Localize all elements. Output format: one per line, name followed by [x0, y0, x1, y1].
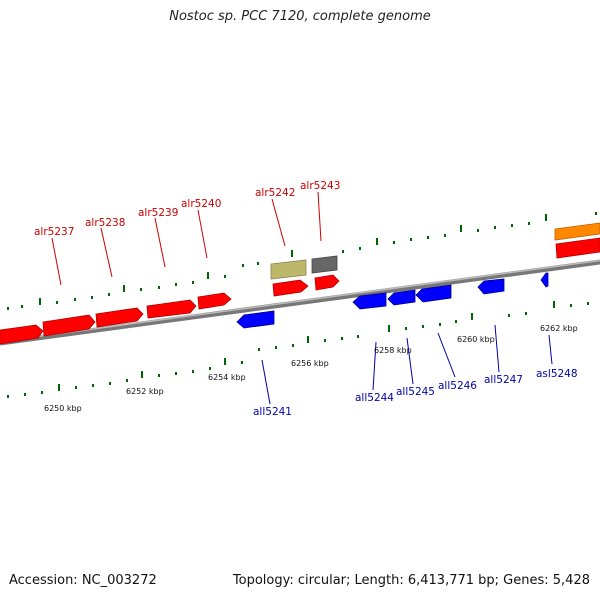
feature-khaki[interactable]	[270, 259, 307, 280]
scale-tick-row	[7, 301, 589, 398]
gene-label-all5244[interactable]: all5244	[355, 392, 394, 404]
gene-label-all5246[interactable]: all5246	[438, 380, 477, 392]
scale-label-6258: 6258 kbp	[374, 346, 412, 355]
feature-orange[interactable]	[554, 222, 600, 241]
scale-label-6260: 6260 kbp	[457, 335, 495, 344]
gene-arrow-all5246[interactable]	[415, 284, 452, 303]
scale-label-6250: 6250 kbp	[44, 404, 82, 413]
forward-tick-row	[7, 212, 597, 310]
genome-summary: Topology: circular; Length: 6,413,771 bp…	[232, 573, 590, 588]
genome-backbone	[0, 259, 600, 346]
gene-arrow-right-edge[interactable]	[555, 237, 600, 259]
forward-genes	[0, 237, 600, 345]
gene-arrow-alr5239[interactable]	[146, 299, 197, 319]
reverse-leader-lines	[261, 324, 553, 405]
gene-label-alr5237[interactable]: alr5237	[34, 226, 74, 238]
gene-arrow-all5245[interactable]	[387, 289, 416, 306]
accession-label: Accession: NC_003272	[9, 573, 157, 588]
scale-label-6252: 6252 kbp	[126, 387, 164, 396]
scale-label-6256: 6256 kbp	[291, 359, 329, 368]
feature-gray[interactable]	[311, 255, 338, 274]
scale-label-6254: 6254 kbp	[208, 373, 246, 382]
gene-label-all5241[interactable]: all5241	[253, 406, 292, 418]
gene-arrow-alr5237[interactable]	[42, 314, 96, 337]
gene-arrow-all5241[interactable]	[236, 310, 275, 329]
gene-label-all5245[interactable]: all5245	[396, 386, 435, 398]
gene-label-alr5239[interactable]: alr5239	[138, 207, 178, 219]
scale-label-6262: 6262 kbp	[540, 324, 578, 333]
gene-arrow-alr5243[interactable]	[314, 274, 340, 291]
gene-label-all5247[interactable]: all5247	[484, 374, 523, 386]
gene-arrow-alr5238[interactable]	[95, 307, 144, 328]
gene-arrow-asl5248[interactable]	[540, 272, 549, 288]
reverse-genes	[236, 272, 549, 329]
gene-label-asl5248[interactable]: asl5248	[536, 368, 578, 380]
gene-label-alr5240[interactable]: alr5240	[181, 198, 221, 210]
gene-arrow-alr5237-left[interactable]	[0, 324, 44, 345]
gene-arrow-all5247[interactable]	[477, 278, 505, 295]
genome-title: Nostoc sp. PCC 7120, complete genome	[169, 9, 431, 24]
gene-label-alr5243[interactable]: alr5243	[300, 180, 340, 192]
genome-backbone-highlight	[0, 259, 600, 343]
gene-label-alr5238[interactable]: alr5238	[85, 217, 125, 229]
gene-arrow-alr5240[interactable]	[197, 292, 232, 310]
forward-leader-lines	[51, 191, 322, 286]
gene-label-alr5242[interactable]: alr5242	[255, 187, 295, 199]
gene-arrow-all5244[interactable]	[352, 292, 387, 310]
gene-arrow-alr5242[interactable]	[272, 279, 309, 297]
